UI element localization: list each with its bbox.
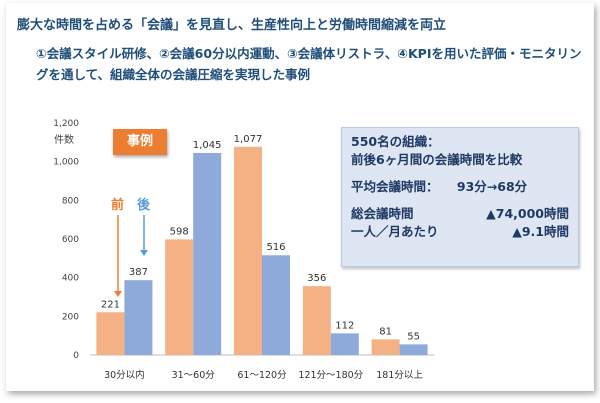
y-tick-label: 400 [62,274,79,284]
y-axis-label: 件数 [54,133,74,146]
bar-before-2 [234,146,262,355]
summary-box: 550名の組織： 前後6ヶ月間の会議時間を比較 平均会議時間： 93分→68分 … [341,127,579,267]
summary-line-1: 550名の組織： [351,134,440,149]
y-tick-label: 800 [62,196,79,206]
bar-before-4 [371,339,400,355]
x-tick-label: 30分以内 [104,369,145,381]
y-tick-label: 0 [73,351,79,361]
y-tick-label: 600 [62,235,79,245]
x-tick-label: 181分以上 [376,370,423,381]
bar-before-0 [96,312,125,355]
bar-after-3 [330,333,359,355]
total-row: 総会議時間 ▲74,000時間 [351,205,569,223]
data-label: 221 [101,299,120,310]
arrow-before-icon [114,215,122,297]
bar-after-2 [262,255,290,355]
data-label: 516 [266,242,285,253]
bar-before-1 [165,239,194,355]
y-tick-label: 1,000 [53,158,79,168]
case-badge: 事例 [113,129,167,155]
total-value: ▲74,000時間 [486,206,569,221]
data-label: 55 [407,331,420,342]
avg-value: 93分→68分 [456,179,528,194]
data-label: 81 [379,326,392,337]
y-tick-label: 1,200 [53,119,79,129]
legend-after: 後 [137,197,151,213]
data-label: 1,077 [234,134,263,145]
headline: 膨大な時間を占める「会議」を見直し、生産性向上と労働時間縮減を両立 [17,18,447,33]
avg-label: 平均会議時間： [351,179,439,194]
x-tick-label: 61〜120分 [237,370,287,381]
per-label: 一人／月あたり [351,224,439,239]
bar-after-4 [399,344,428,355]
bar-after-0 [124,280,153,355]
per-value: ▲9.1時間 [512,224,569,239]
legend-before: 前 [111,197,124,213]
bar-chart: 0 200 400 600 800 1,000 1,200 件数 221 387 30分以内 598… [53,119,434,381]
bar-after-1 [193,152,222,355]
bar-before-3 [302,286,331,355]
summary-line-2: 前後6ヶ月間の会議時間を比較 [351,152,523,167]
y-tick-label: 200 [62,312,79,322]
x-tick-label: 31〜60分 [172,370,216,381]
arrow-after-icon [140,215,148,256]
x-tick-label: 121分〜180分 [298,370,363,381]
total-label: 総会議時間 [351,206,414,221]
subtitle: ①会議スタイル研修、②会議60分以内運動、③会議体リストラ、④KPIを用いた評価… [36,46,582,82]
per-row: 一人／月あたり ▲9.1時間 [351,223,569,241]
avg-row: 平均会議時間： 93分→68分 [351,178,569,196]
data-label: 598 [170,226,189,237]
data-label: 112 [335,320,354,331]
data-label: 356 [307,273,326,284]
data-label: 387 [129,267,148,278]
slide: 膨大な時間を占める「会議」を見直し、生産性向上と労働時間縮減を両立 ①会議スタイ… [6,3,594,391]
data-label: 1,045 [193,140,222,151]
